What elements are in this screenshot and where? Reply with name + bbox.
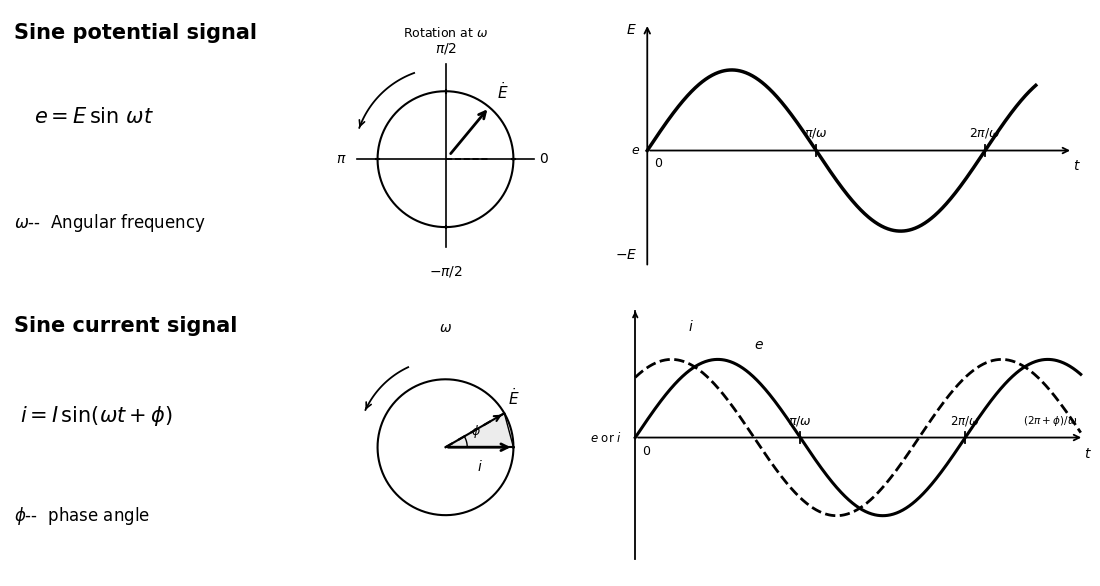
- Text: $\phi$: $\phi$: [471, 424, 481, 441]
- Text: $i$: $i$: [689, 319, 694, 335]
- Text: $\phi$--  phase angle: $\phi$-- phase angle: [13, 505, 150, 527]
- Text: $\pi/\omega$: $\pi/\omega$: [789, 414, 812, 428]
- Text: 0: 0: [642, 445, 650, 458]
- Text: Sine current signal: Sine current signal: [13, 316, 236, 336]
- Text: $\pi/2$: $\pi/2$: [434, 41, 456, 56]
- Text: Rotation at $\omega$: Rotation at $\omega$: [403, 26, 488, 40]
- Text: $-\pi/2$: $-\pi/2$: [429, 264, 462, 280]
- Text: $e$ or $i$: $e$ or $i$: [590, 431, 623, 445]
- Text: $\dot{E}$: $\dot{E}$: [508, 387, 520, 408]
- Text: $t$: $t$: [1084, 447, 1092, 461]
- Text: $-E$: $-E$: [615, 248, 637, 262]
- Text: $2\pi/\omega$: $2\pi/\omega$: [950, 414, 980, 428]
- Text: $\pi$: $\pi$: [337, 152, 346, 166]
- Text: $\pi/\omega$: $\pi/\omega$: [804, 126, 828, 140]
- Text: Sine potential signal: Sine potential signal: [13, 23, 256, 43]
- Polygon shape: [446, 413, 514, 447]
- Text: $(2\pi+\phi)/\omega$: $(2\pi+\phi)/\omega$: [1023, 414, 1077, 428]
- Text: $2\pi/\omega$: $2\pi/\omega$: [969, 126, 1001, 140]
- Text: $\dot{E}$: $\dot{E}$: [497, 81, 509, 102]
- Text: $e = E\,\sin\,\omega t$: $e = E\,\sin\,\omega t$: [34, 107, 154, 127]
- Text: $i = I\,\sin(\omega t + \phi)$: $i = I\,\sin(\omega t + \phi)$: [21, 404, 173, 428]
- Text: 0: 0: [654, 157, 662, 170]
- Text: $\omega$--  Angular frequency: $\omega$-- Angular frequency: [13, 212, 206, 234]
- Text: 0: 0: [539, 152, 548, 166]
- Text: $e$: $e$: [754, 338, 764, 352]
- Text: $t$: $t$: [1072, 159, 1081, 173]
- Text: $e$: $e$: [631, 144, 640, 157]
- Text: $\omega$: $\omega$: [439, 321, 452, 335]
- Text: $E$: $E$: [626, 23, 637, 38]
- Text: $i$: $i$: [476, 459, 483, 473]
